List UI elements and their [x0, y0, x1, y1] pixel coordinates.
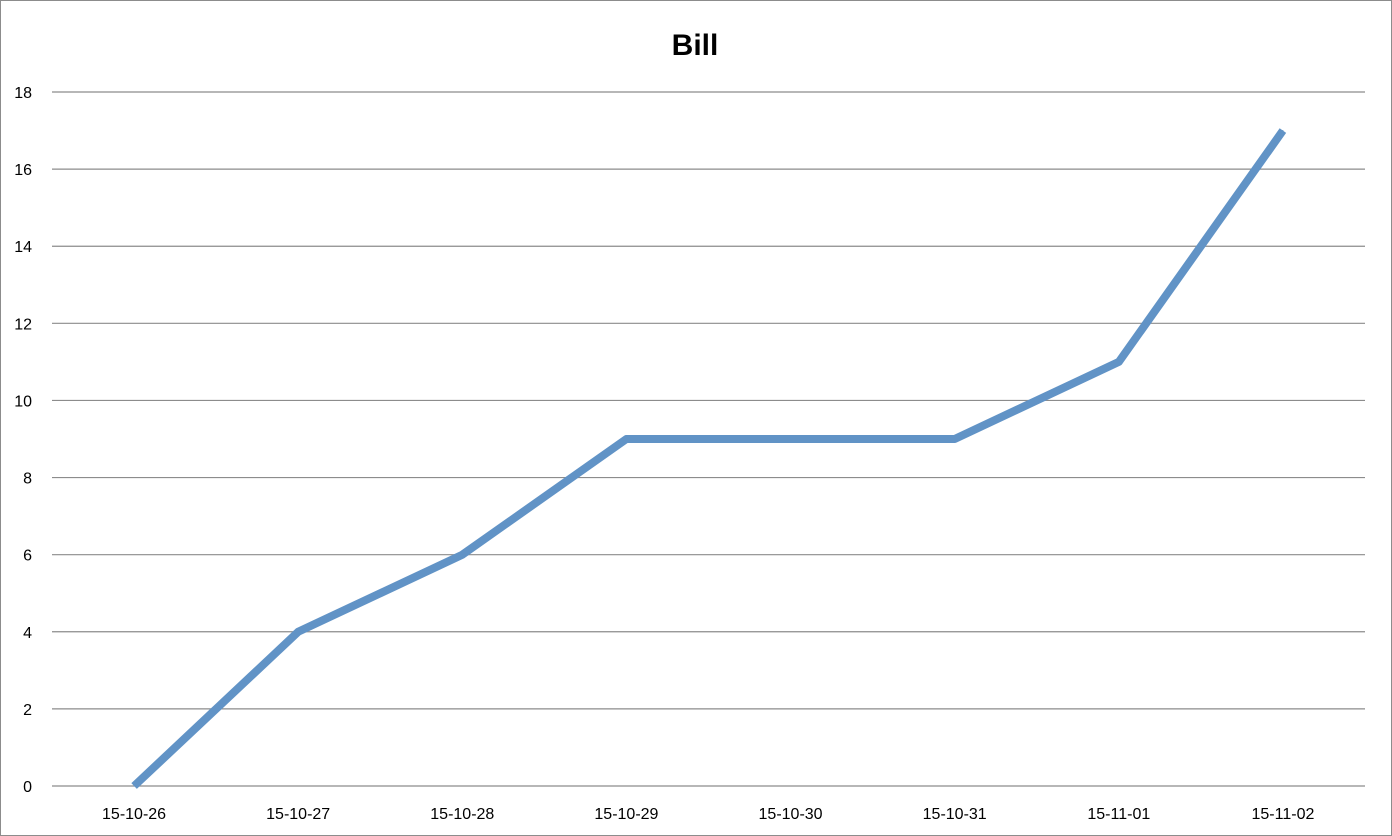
y-tick-label: 14 — [14, 239, 32, 256]
data-point — [1282, 130, 1284, 132]
chart-title: Bill — [672, 29, 719, 62]
x-tick-label: 15-10-30 — [759, 806, 823, 823]
y-tick-label: 18 — [14, 85, 32, 102]
x-tick-label: 15-11-02 — [1252, 806, 1315, 823]
data-point — [1118, 361, 1120, 363]
y-tick-label: 2 — [23, 702, 32, 719]
x-tick-label: 15-10-27 — [266, 806, 330, 823]
y-tick-label: 4 — [23, 625, 32, 642]
y-tick-label: 8 — [23, 471, 32, 488]
x-tick-label: 15-10-28 — [430, 806, 494, 823]
data-point — [297, 631, 299, 633]
x-tick-label: 15-11-01 — [1087, 806, 1150, 823]
y-tick-label: 6 — [23, 548, 32, 565]
x-tick-label: 15-10-29 — [594, 806, 658, 823]
data-point — [954, 438, 956, 440]
data-point — [625, 438, 627, 440]
x-tick-label: 15-10-31 — [923, 806, 987, 823]
data-point — [133, 785, 135, 787]
data-point — [790, 438, 792, 440]
series-line — [131, 128, 1287, 789]
x-axis-tick-labels: 15-10-26 15-10-27 15-10-28 15-10-29 15-10-30… — [102, 806, 1314, 823]
y-tick-label: 0 — [23, 779, 32, 796]
y-tick-label: 10 — [14, 393, 32, 410]
gridlines — [52, 91, 1365, 787]
series-layer — [131, 128, 1287, 789]
x-tick-label: 15-10-26 — [102, 806, 166, 823]
y-tick-label: 12 — [14, 316, 32, 333]
y-axis-tick-labels: 0 2 4 6 8 10 12 14 16 18 — [14, 85, 32, 796]
data-point — [461, 554, 463, 556]
y-tick-label: 16 — [14, 162, 32, 179]
